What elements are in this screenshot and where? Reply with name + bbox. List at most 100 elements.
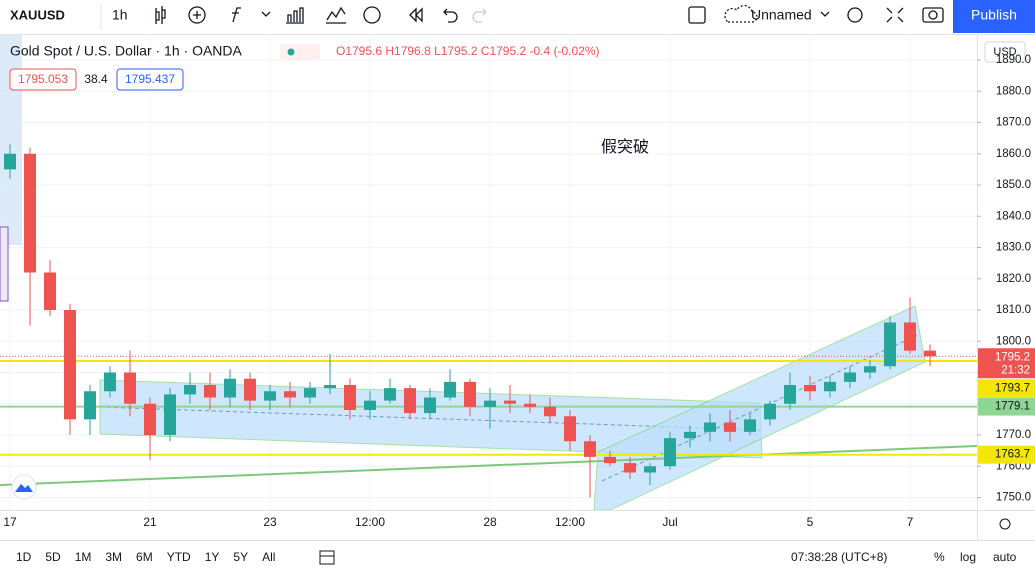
range-button[interactable]: 1Y — [205, 550, 220, 564]
toolbar: XAUUSD 1h Unnamed Publish — [0, 0, 1035, 35]
dropdown-arrow[interactable] — [261, 11, 271, 17]
market-status — [287, 48, 295, 56]
x-tick-label: Jul — [662, 515, 677, 529]
candle-body — [124, 372, 136, 404]
bid-box[interactable] — [9, 68, 77, 91]
axis-settings-icon[interactable] — [999, 518, 1011, 530]
alert-icon[interactable] — [363, 6, 381, 24]
y-tick-label: 1890.0 — [996, 54, 1031, 66]
bars-icon[interactable] — [286, 7, 304, 24]
symbol[interactable]: XAUUSD — [10, 7, 65, 22]
candle-body — [84, 391, 96, 420]
expand-icon[interactable] — [886, 7, 904, 23]
fx-icon[interactable] — [232, 7, 241, 23]
candle-body — [884, 322, 896, 367]
last-price-label: 1795.2 — [995, 351, 1030, 363]
price-line-tag — [978, 445, 1035, 464]
interval[interactable]: 1h — [112, 7, 128, 23]
range-button[interactable]: YTD — [167, 550, 191, 564]
candle-body — [864, 366, 876, 373]
publish-button[interactable] — [953, 0, 1035, 33]
x-tick-label: 12:00 — [555, 515, 585, 529]
candle-body — [204, 385, 216, 398]
date-range-icon[interactable] — [319, 550, 335, 565]
candle-body — [284, 391, 296, 398]
candle-body — [844, 372, 856, 382]
range-button[interactable]: 3M — [105, 550, 122, 564]
candle-body — [424, 397, 436, 414]
fullscreen-toggle[interactable] — [688, 6, 706, 24]
candle-body — [804, 385, 816, 392]
candles-icon[interactable] — [155, 6, 166, 24]
dropdown-arrow[interactable] — [820, 11, 830, 17]
settings-icon[interactable] — [847, 7, 863, 23]
x-tick-label: 5 — [807, 515, 814, 529]
x-tick-label: 21 — [143, 515, 157, 529]
candle-body — [624, 463, 636, 473]
range-button[interactable]: 1M — [75, 550, 92, 564]
candle-body — [824, 381, 836, 392]
y-tick-label: 1800.0 — [996, 335, 1031, 347]
range-button[interactable]: 5Y — [233, 550, 248, 564]
replay-icon[interactable] — [409, 7, 423, 23]
undo-icon[interactable] — [443, 8, 458, 23]
currency-button[interactable] — [984, 41, 1026, 63]
y-tick-label: 1820.0 — [996, 273, 1031, 285]
price-line-tag — [978, 397, 1035, 416]
candle-body — [244, 378, 256, 401]
box-drawing — [0, 226, 9, 302]
ohlc: O1795.6 H1796.8 L1795.2 C1795.2 -0.4 (-0… — [336, 44, 600, 58]
candle-body — [144, 403, 156, 435]
last-price-tag — [978, 348, 1035, 379]
scale-option[interactable]: % — [934, 550, 945, 564]
range-button[interactable]: 5D — [45, 550, 61, 564]
x-tick-label: 28 — [483, 515, 497, 529]
publish-label[interactable]: Publish — [971, 7, 1017, 23]
ask-box[interactable] — [116, 68, 184, 91]
camera-icon[interactable] — [922, 7, 944, 23]
candle-body — [104, 372, 116, 392]
layout-name[interactable]: Unnamed — [751, 7, 812, 23]
candle-body — [44, 272, 56, 310]
range-button[interactable]: 6M — [136, 550, 153, 564]
scale-option[interactable]: log — [960, 550, 976, 564]
candle-body — [324, 385, 336, 389]
currency[interactable]: USD — [993, 46, 1016, 58]
range-button[interactable]: 1D — [16, 550, 32, 564]
range-button[interactable]: All — [262, 550, 275, 564]
y-tick-label: 1810.0 — [996, 304, 1031, 316]
candle-body — [404, 388, 416, 414]
candle-body — [584, 441, 596, 457]
candle-body — [344, 385, 356, 410]
spread: 38.4 — [84, 72, 108, 86]
redo-icon[interactable] — [472, 8, 487, 23]
x-tick-label: 23 — [263, 515, 277, 529]
candle-body — [544, 406, 556, 417]
candle-body — [744, 419, 756, 432]
compare-icon[interactable] — [326, 6, 346, 24]
legend-title: Gold Spot / U.S. Dollar · 1h · OANDA — [10, 43, 243, 59]
candle-body — [604, 456, 616, 464]
status-badge — [280, 44, 320, 60]
price-line-label: 1793.7 — [995, 382, 1030, 394]
bid[interactable]: 1795.053 — [18, 72, 68, 86]
candle-body — [464, 381, 476, 407]
candle-body — [24, 153, 36, 273]
candle-body — [264, 391, 276, 401]
x-tick-label: 17 — [3, 515, 17, 529]
candle-body — [764, 403, 776, 420]
indicator-add-icon[interactable] — [188, 6, 206, 24]
candle-body — [564, 416, 576, 442]
candle-body — [664, 438, 676, 467]
range-bar: 1D 5D 1M 3M 6M YTD 1Y 5Y All — [16, 550, 275, 564]
candle-body — [444, 381, 456, 398]
candle-body — [224, 378, 236, 398]
ask[interactable]: 1795.437 — [125, 72, 175, 86]
candle-body — [904, 322, 916, 351]
y-tick-label: 1770.0 — [996, 429, 1031, 441]
candle-body — [304, 388, 316, 398]
plus — [193, 11, 201, 19]
annotation: 假突破 — [601, 138, 649, 156]
scale-option[interactable]: auto — [993, 550, 1017, 564]
